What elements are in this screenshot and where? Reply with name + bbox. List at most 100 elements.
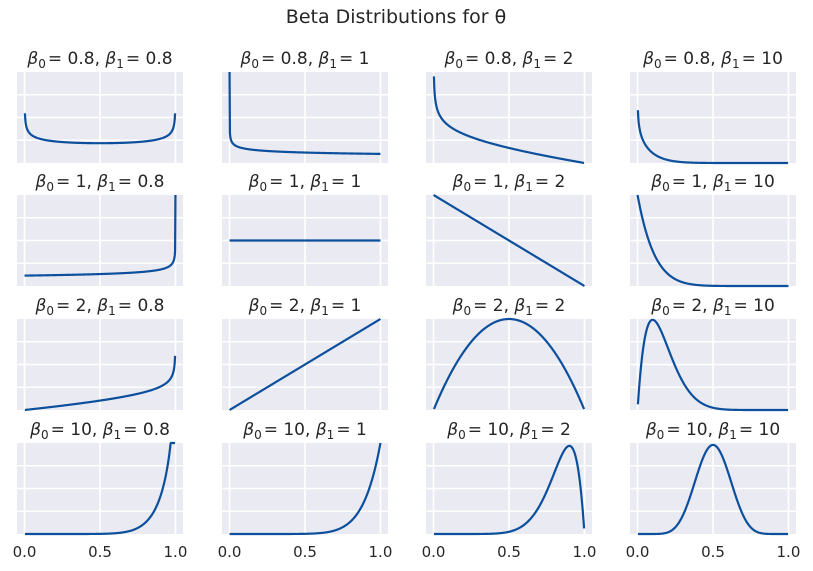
density-curve [432,194,586,287]
subplot-title: β0 = 10, β1 = 0.8 [29,420,170,442]
title-subscript: 0 [455,57,463,71]
subplot-title: β0 = 10, β1 = 10 [645,420,780,442]
title-text: β [318,49,330,69]
panel-grid: β0 = 0.8, β1 = 0.8 β0 = 0.8, β1 = 1 β0 = 0.8, β… [13,49,801,561]
subplot-title: β0 = 10, β1 = 1 [242,420,367,442]
density-curve [228,71,382,155]
title-subscript: 0 [654,57,662,71]
title-text: β [96,296,108,316]
title-text: β [650,172,662,192]
title-text: β [642,49,654,69]
title-subscript: 0 [41,428,49,442]
subplot-title: β0 = 2, β1 = 0.8 [35,296,165,318]
x-tick-label: 0.5 [293,543,317,561]
title-text: = 10, [666,420,718,440]
title-text: = 2 [535,296,565,316]
title-subscript: 1 [108,304,116,318]
density-curve [23,194,177,277]
title-subscript: 1 [531,428,539,442]
title-text: = 10, [468,420,520,440]
title-text: β [519,420,531,440]
panel-3-2: β0 = 2, β1 = 1 [222,296,388,411]
title-text: β [104,49,116,69]
title-subscript: 1 [525,304,533,318]
density-curve [24,441,176,536]
title-text: = 1, [672,172,713,192]
panel-3-4: β0 = 2, β1 = 10 [630,296,796,412]
density-curve [432,317,586,410]
title-text: β [720,49,732,69]
title-text: = 0.8 [123,420,170,440]
density-curve [636,318,789,412]
title-text: = 1 [331,296,361,316]
title-subscript: 0 [662,304,670,318]
subplot-title: β0 = 0.8, β1 = 0.8 [26,49,172,71]
title-text: = 2, [672,296,713,316]
subplot-title: β0 = 1, β1 = 2 [452,172,566,194]
density-curve [433,444,586,536]
title-subscript: 1 [724,304,732,318]
panel-2-2: β0 = 1, β1 = 1 [222,172,388,286]
title-text: = 1, [56,172,97,192]
title-text: β [96,172,108,192]
title-subscript: 0 [463,304,471,318]
title-subscript: 0 [657,428,665,442]
title-text: = 2 [540,420,570,440]
x-tick-label: 1.0 [777,543,801,561]
title-subscript: 1 [329,57,337,71]
title-text: = 2, [56,296,97,316]
panel-3-3: β0 = 2, β1 = 2 [426,296,592,410]
title-text: = 10, [51,420,103,440]
density-curve [636,194,790,288]
subplot-title: β0 = 2, β1 = 2 [452,296,566,318]
title-text: β [315,420,327,440]
x-tick-label: 0.0 [218,543,242,561]
title-text: β [452,296,464,316]
panel-3-1: β0 = 2, β1 = 0.8 [17,296,183,412]
panel-2-1: β0 = 1, β1 = 0.8 [17,172,183,286]
title-text: = 1 [339,49,369,69]
title-text: = 0.8, [48,49,106,69]
x-tick-label: 1.0 [369,543,393,561]
title-text: β [242,420,254,440]
title-text: = 2 [535,172,565,192]
title-text: β [452,172,464,192]
title-subscript: 1 [724,180,732,194]
title-text: = 0.8, [261,49,319,69]
title-text: = 2, [473,296,514,316]
title-text: β [712,172,724,192]
title-text: β [513,296,525,316]
x-tick-label: 0.0 [422,543,446,561]
title-subscript: 0 [458,428,466,442]
title-subscript: 1 [533,57,541,71]
title-subscript: 0 [254,428,262,442]
title-subscript: 1 [327,428,335,442]
title-text: = 10 [734,296,775,316]
subplot-title: β0 = 2, β1 = 1 [248,296,362,318]
subplot-title: β0 = 10, β1 = 2 [446,420,571,442]
title-text: = 0.8 [118,296,165,316]
title-subscript: 0 [259,304,267,318]
title-text: β [248,172,260,192]
title-text: = 2 [543,49,573,69]
title-subscript: 1 [114,428,122,442]
panel-4-1: β0 = 10, β1 = 0.80.0 0.5 1.0 [13,420,188,561]
title-subscript: 1 [116,57,124,71]
title-text: = 1 [331,172,361,192]
title-text: = 0.8, [465,49,523,69]
title-subscript: 0 [38,57,46,71]
title-text: = 10 [734,172,775,192]
density-curve [636,110,789,165]
x-tick-label: 0.0 [626,543,650,561]
panel-4-4: β0 = 10, β1 = 100.0 0.5 1.0 [626,420,801,561]
subplot-title: β0 = 0.8, β1 = 2 [444,49,574,71]
title-subscript: 1 [525,180,533,194]
title-text: β [717,420,729,440]
panel-2-3: β0 = 1, β1 = 2 [426,172,592,287]
title-subscript: 0 [259,180,267,194]
panel-4-2: β0 = 10, β1 = 10.0 0.5 1.0 [218,420,393,561]
density-curve [228,442,382,536]
subplot-title: β0 = 1, β1 = 10 [650,172,775,194]
title-text: = 0.8 [118,172,165,192]
